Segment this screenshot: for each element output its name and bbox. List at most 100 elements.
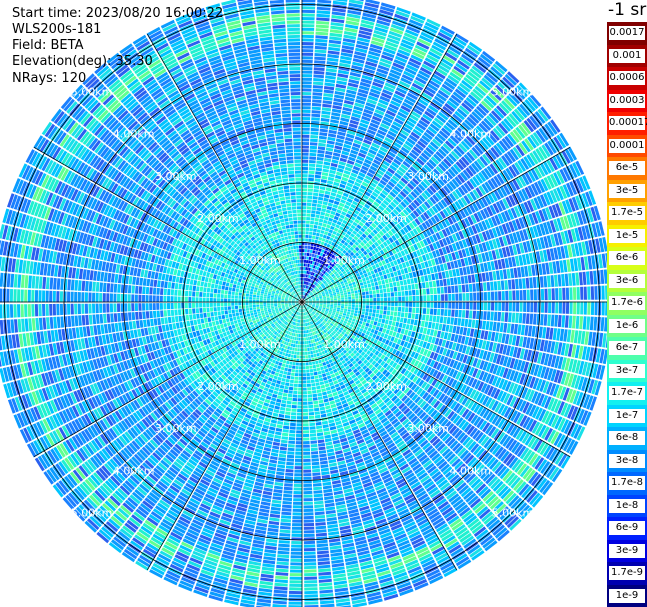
range-gate-cell xyxy=(359,328,364,333)
range-gate-cell xyxy=(402,274,406,280)
range-gate-cell xyxy=(340,295,344,298)
range-gate-cell xyxy=(307,336,311,341)
range-gate-cell xyxy=(350,224,356,230)
range-gate-cell xyxy=(326,256,331,260)
range-gate-cell xyxy=(415,76,427,85)
range-gate-cell xyxy=(314,45,327,50)
range-gate-cell xyxy=(348,304,352,307)
range-gate-cell xyxy=(438,272,443,280)
range-gate-cell xyxy=(405,324,410,330)
range-gate-cell xyxy=(309,283,312,286)
range-gate-cell xyxy=(323,266,327,270)
range-gate-cell xyxy=(326,375,332,380)
range-gate-cell xyxy=(301,245,305,249)
range-gate-cell xyxy=(382,328,387,334)
range-gate-cell xyxy=(601,301,605,316)
range-gate-cell xyxy=(332,105,342,110)
range-gate-cell xyxy=(432,280,437,288)
range-gate-cell xyxy=(391,96,403,104)
range-gate-cell xyxy=(409,19,423,28)
range-gate-cell xyxy=(438,323,443,331)
range-gate-cell xyxy=(304,259,307,263)
range-gate-cell xyxy=(380,275,384,281)
range-gate-cell xyxy=(396,52,409,60)
range-gate-cell xyxy=(325,71,337,77)
range-gate-cell xyxy=(359,317,364,322)
range-gate-cell xyxy=(323,299,327,301)
range-gate-cell xyxy=(303,292,305,296)
range-gate-cell xyxy=(398,322,403,328)
range-gate-cell xyxy=(364,287,369,292)
range-gate-cell xyxy=(301,113,311,117)
range-gate-cell xyxy=(401,126,412,134)
range-gate-cell xyxy=(580,286,584,300)
range-gate-cell xyxy=(320,366,324,371)
range-gate-cell xyxy=(302,295,304,299)
range-gate-cell xyxy=(575,315,580,329)
range-gate-cell xyxy=(350,290,355,294)
range-gate-cell xyxy=(325,408,332,413)
range-gate-cell xyxy=(335,212,341,217)
range-gate-cell xyxy=(311,253,315,258)
range-gate-cell xyxy=(301,216,306,220)
range-gate-cell xyxy=(401,307,405,312)
range-gate-cell xyxy=(323,219,328,224)
range-gate-cell xyxy=(437,31,452,42)
range-gate-cell xyxy=(301,131,310,135)
range-gate-cell xyxy=(337,229,343,234)
range-gate-cell xyxy=(401,291,405,296)
range-gate-cell xyxy=(458,309,462,318)
range-gate-cell xyxy=(358,279,363,283)
range-gate-cell xyxy=(348,79,360,85)
range-gate-cell xyxy=(366,280,371,284)
range-gate-cell xyxy=(305,281,308,285)
range-gate-cell xyxy=(529,277,533,289)
range-gate-cell xyxy=(342,192,349,198)
range-gate-cell xyxy=(355,298,359,302)
range-gate-cell xyxy=(324,402,330,406)
range-gate-cell xyxy=(308,174,315,178)
range-gate-cell xyxy=(333,227,339,232)
range-gate-cell xyxy=(318,237,323,241)
range-gate-cell xyxy=(465,284,469,293)
range-gate-cell xyxy=(305,267,308,271)
range-gate-cell xyxy=(302,291,303,295)
range-gate-cell xyxy=(393,59,406,67)
range-gate-cell xyxy=(389,315,394,321)
range-gate-cell xyxy=(321,358,325,363)
range-gate-cell xyxy=(335,83,347,89)
range-gate-cell xyxy=(311,113,321,118)
range-gate-cell xyxy=(316,352,320,357)
range-gate-cell xyxy=(331,159,339,164)
range-gate-cell xyxy=(419,327,424,334)
range-gate-cell xyxy=(452,325,457,334)
range-gate-cell xyxy=(314,375,319,379)
range-gate-cell xyxy=(302,281,304,285)
range-gate-cell xyxy=(315,171,322,175)
range-gate-cell xyxy=(314,174,321,179)
range-gate-cell xyxy=(301,27,315,31)
range-gate-cell xyxy=(366,298,370,302)
range-gate-cell xyxy=(303,295,305,299)
range-gate-cell xyxy=(468,283,473,292)
range-gate-cell xyxy=(387,292,391,297)
range-gate-cell xyxy=(305,330,307,334)
range-gate-cell xyxy=(331,108,342,114)
range-gate-cell xyxy=(329,400,336,405)
range-gate-cell xyxy=(312,361,316,365)
range-gate-cell xyxy=(410,110,421,119)
range-gate-cell xyxy=(427,274,432,281)
range-gate-cell xyxy=(327,524,338,529)
range-gate-cell xyxy=(387,306,391,311)
range-gate-cell xyxy=(448,325,454,333)
range-gate-cell xyxy=(351,293,355,297)
range-gate-cell xyxy=(401,74,414,82)
range-gate-cell xyxy=(419,95,431,104)
range-gate-cell xyxy=(347,306,352,310)
range-gate-cell xyxy=(446,48,460,59)
range-gate-cell xyxy=(555,288,559,300)
range-gate-cell xyxy=(319,260,323,264)
range-gate-cell xyxy=(392,121,403,129)
range-gate-cell xyxy=(345,201,352,207)
range-gate-cell xyxy=(505,301,509,312)
